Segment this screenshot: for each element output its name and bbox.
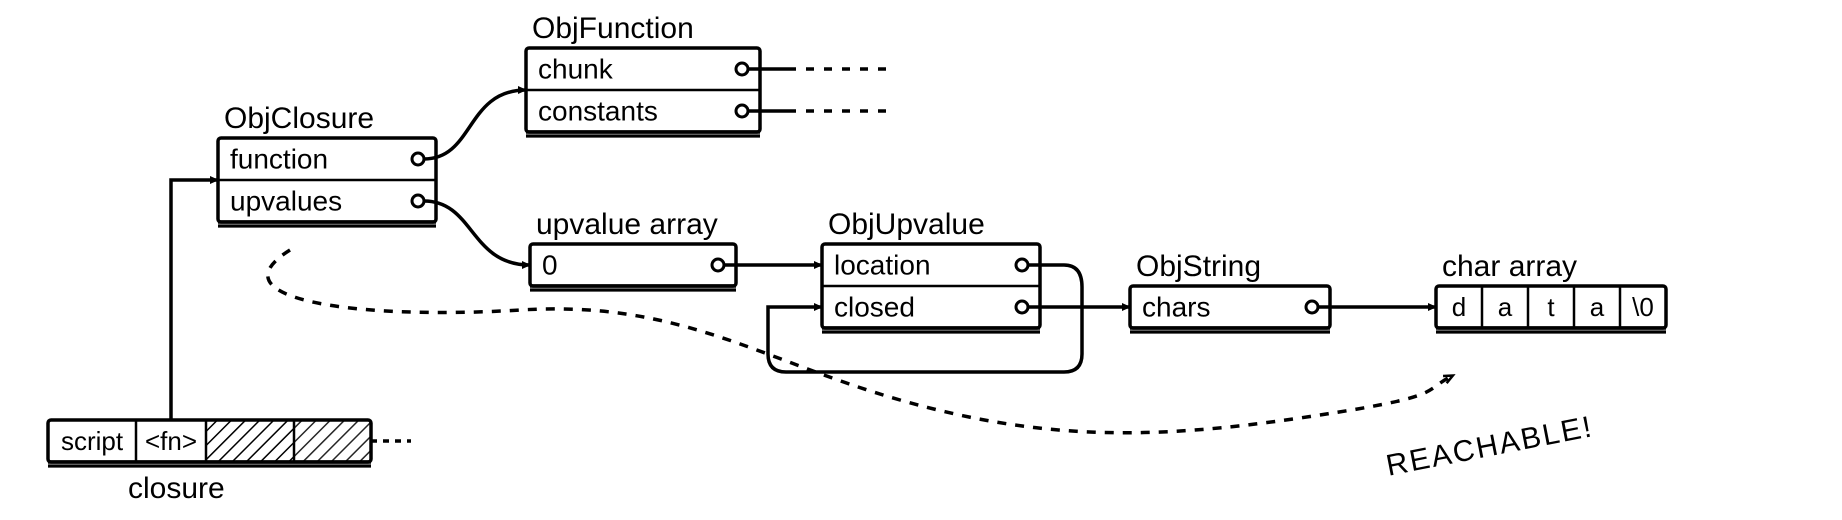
title-upvalue_array: upvalue array — [536, 208, 718, 241]
struct-obj_function: ObjFunction chunk constants — [526, 12, 760, 136]
struct-obj_string: ObjString chars — [1130, 250, 1330, 332]
cell-stack-0: script — [61, 426, 124, 456]
struct-stack: script <fn> closure — [48, 420, 411, 505]
title-obj_closure: ObjClosure — [224, 102, 374, 135]
svg-text:script: script — [61, 426, 124, 456]
svg-text:a: a — [1590, 292, 1605, 322]
title-obj_function: ObjFunction — [532, 12, 694, 45]
svg-text:d: d — [1452, 292, 1466, 322]
cell-stack-2 — [206, 420, 294, 462]
annotation-reachable: REACHABLE! — [1383, 410, 1596, 482]
field-obj_string-0: chars — [1142, 291, 1210, 322]
field-obj_upvalue-1: closed — [834, 291, 915, 322]
cell-stack-1: <fn> — [136, 420, 197, 462]
field-obj_function-0: chunk — [538, 53, 614, 84]
title-obj_string: ObjString — [1136, 250, 1261, 283]
title-char_array: char array — [1442, 250, 1577, 283]
struct-obj_upvalue: ObjUpvalue location closed — [822, 208, 1040, 332]
field-obj_closure-1: upvalues — [230, 185, 342, 216]
arrow-closure-function — [424, 90, 526, 159]
svg-text:t: t — [1547, 292, 1555, 322]
label-stack: closure — [128, 472, 225, 505]
struct-obj_closure: ObjClosure function upvalues — [218, 102, 436, 226]
arrow-closure-upvalues — [424, 201, 530, 265]
cell-stack-3 — [294, 420, 371, 462]
svg-text:\0: \0 — [1632, 292, 1654, 322]
arrow-stack-to-closure — [171, 180, 218, 420]
field-obj_closure-0: function — [230, 143, 328, 174]
cell-char_array-0: d — [1452, 292, 1466, 322]
field-upvalue_array-0: 0 — [542, 249, 558, 280]
struct-upvalue_array: upvalue array 0 — [530, 208, 736, 290]
svg-text:a: a — [1498, 292, 1513, 322]
title-obj_upvalue: ObjUpvalue — [828, 208, 985, 241]
field-obj_upvalue-0: location — [834, 249, 931, 280]
struct-char_array: char array d a t a \0 — [1436, 250, 1666, 332]
field-obj_function-1: constants — [538, 95, 658, 126]
svg-text:<fn>: <fn> — [145, 426, 197, 456]
